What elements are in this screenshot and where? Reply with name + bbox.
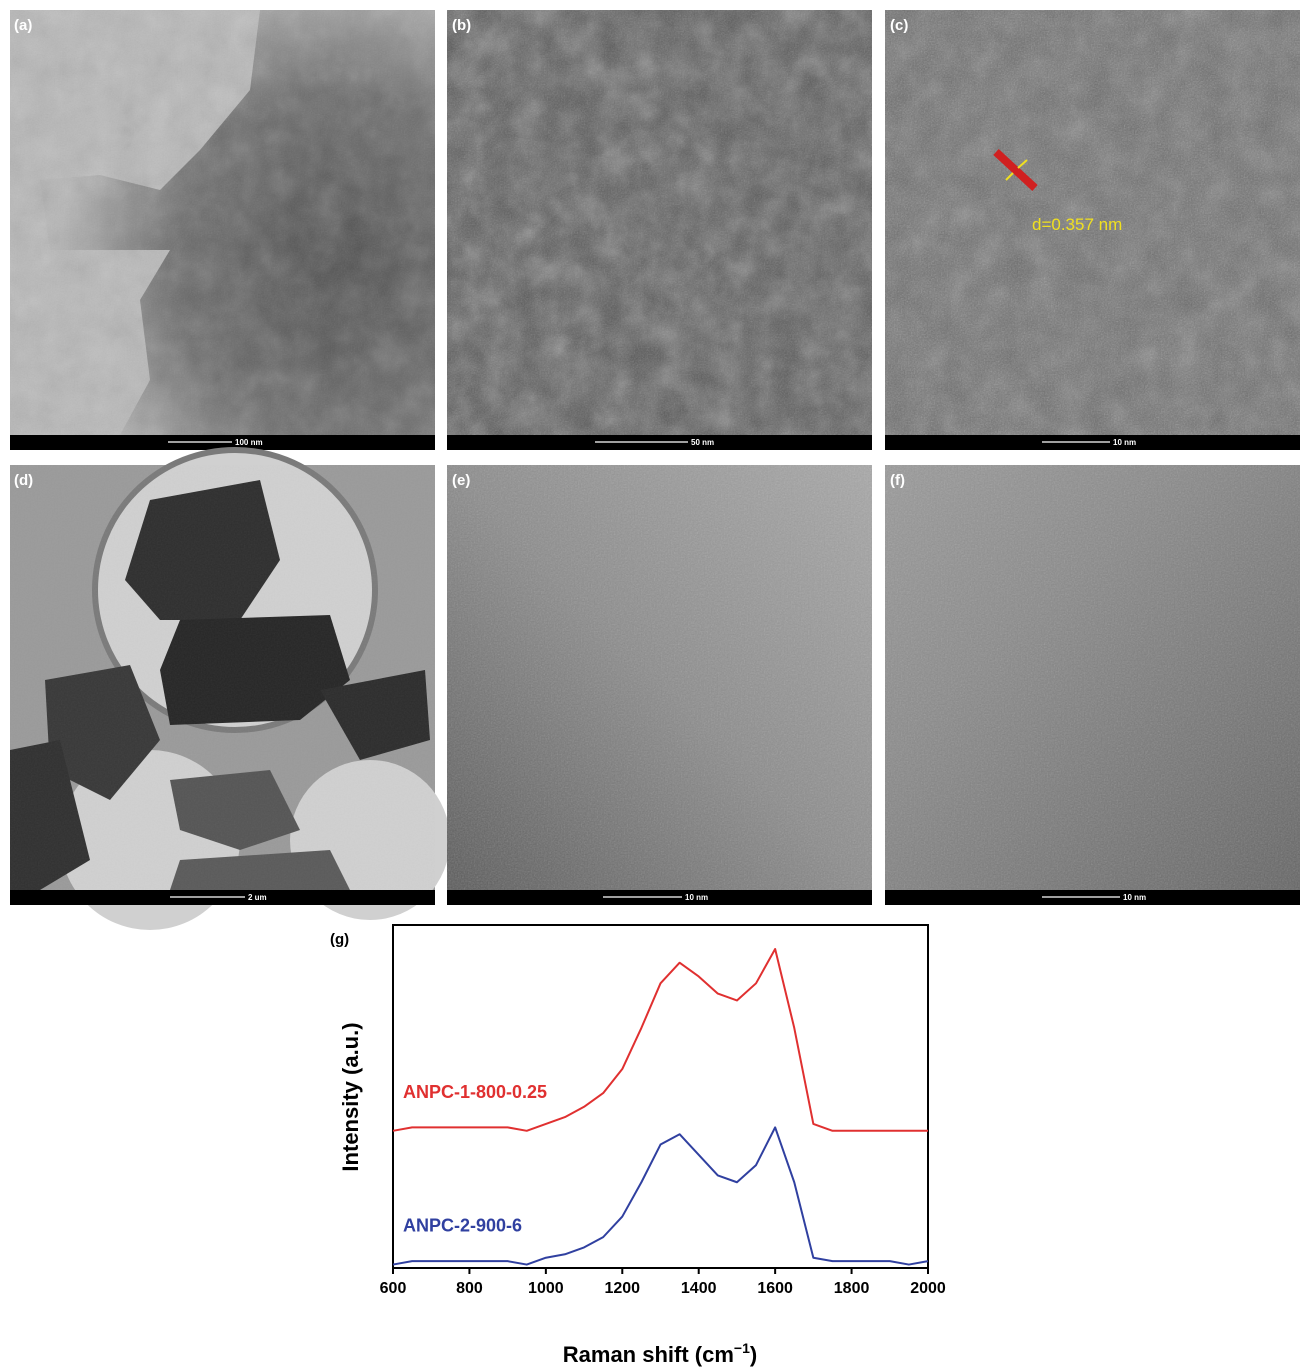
texture (10, 465, 435, 890)
x-tick-label: 1600 (757, 1280, 793, 1297)
texture (10, 10, 435, 435)
scale-label: 50 nm (691, 438, 714, 447)
x-axis-label-end: ) (750, 1342, 757, 1367)
x-axis-label: Raman shift (cm−1) (563, 1340, 757, 1367)
spectrum-line (392, 1126, 929, 1266)
panel-label: (b) (452, 17, 471, 34)
panel-b: 50 nm (b) (447, 10, 872, 450)
texture (885, 465, 1300, 890)
texture (447, 465, 872, 890)
series-label: ANPC-2-900-6 (403, 1216, 522, 1236)
panel-label: (e) (452, 472, 470, 489)
scale-label: 10 nm (1113, 438, 1136, 447)
x-axis-label-text: Raman shift (cm (563, 1342, 734, 1367)
texture (885, 10, 1300, 435)
y-axis-label: Intensity (a.u.) (338, 1022, 363, 1171)
panel-f: 10 nm (f) (885, 465, 1300, 905)
x-tick-label: 1800 (834, 1280, 870, 1297)
panel-label: (d) (14, 472, 33, 489)
x-tick-label: 1200 (604, 1280, 640, 1297)
x-tick-label: 1000 (528, 1280, 564, 1297)
plot-frame (392, 924, 929, 1269)
series-label: ANPC-1-800-0.25 (403, 1082, 547, 1102)
x-tick-label: 2000 (910, 1280, 946, 1297)
scale-label: 10 nm (1123, 893, 1146, 902)
texture (447, 10, 872, 435)
x-tick-label: 1400 (681, 1280, 717, 1297)
x-tick-label: 800 (456, 1280, 483, 1297)
panel-label: (a) (14, 17, 32, 34)
panel-e: 10 nm (e) (447, 465, 872, 905)
panel-a: 100 nm (a) (10, 10, 435, 450)
panel-c: d=0.357 nm 10 nm (c) (885, 10, 1300, 450)
spectrum-line (392, 948, 928, 1132)
panel-label: (g) (330, 931, 349, 948)
scale-label: 100 nm (235, 438, 263, 447)
arrows (1005, 159, 1028, 181)
lattice-marker (993, 149, 1038, 191)
panel-d: 2 um (d) (10, 447, 450, 930)
scale-label: 10 nm (685, 893, 708, 902)
x-tick-label: 600 (380, 1280, 407, 1297)
scale-label: 2 um (248, 893, 267, 902)
x-axis-label-sup: −1 (734, 1340, 750, 1356)
panel-label: (c) (890, 17, 908, 34)
panel-label: (f) (890, 472, 905, 489)
annotation: d=0.357 nm (1032, 215, 1122, 234)
